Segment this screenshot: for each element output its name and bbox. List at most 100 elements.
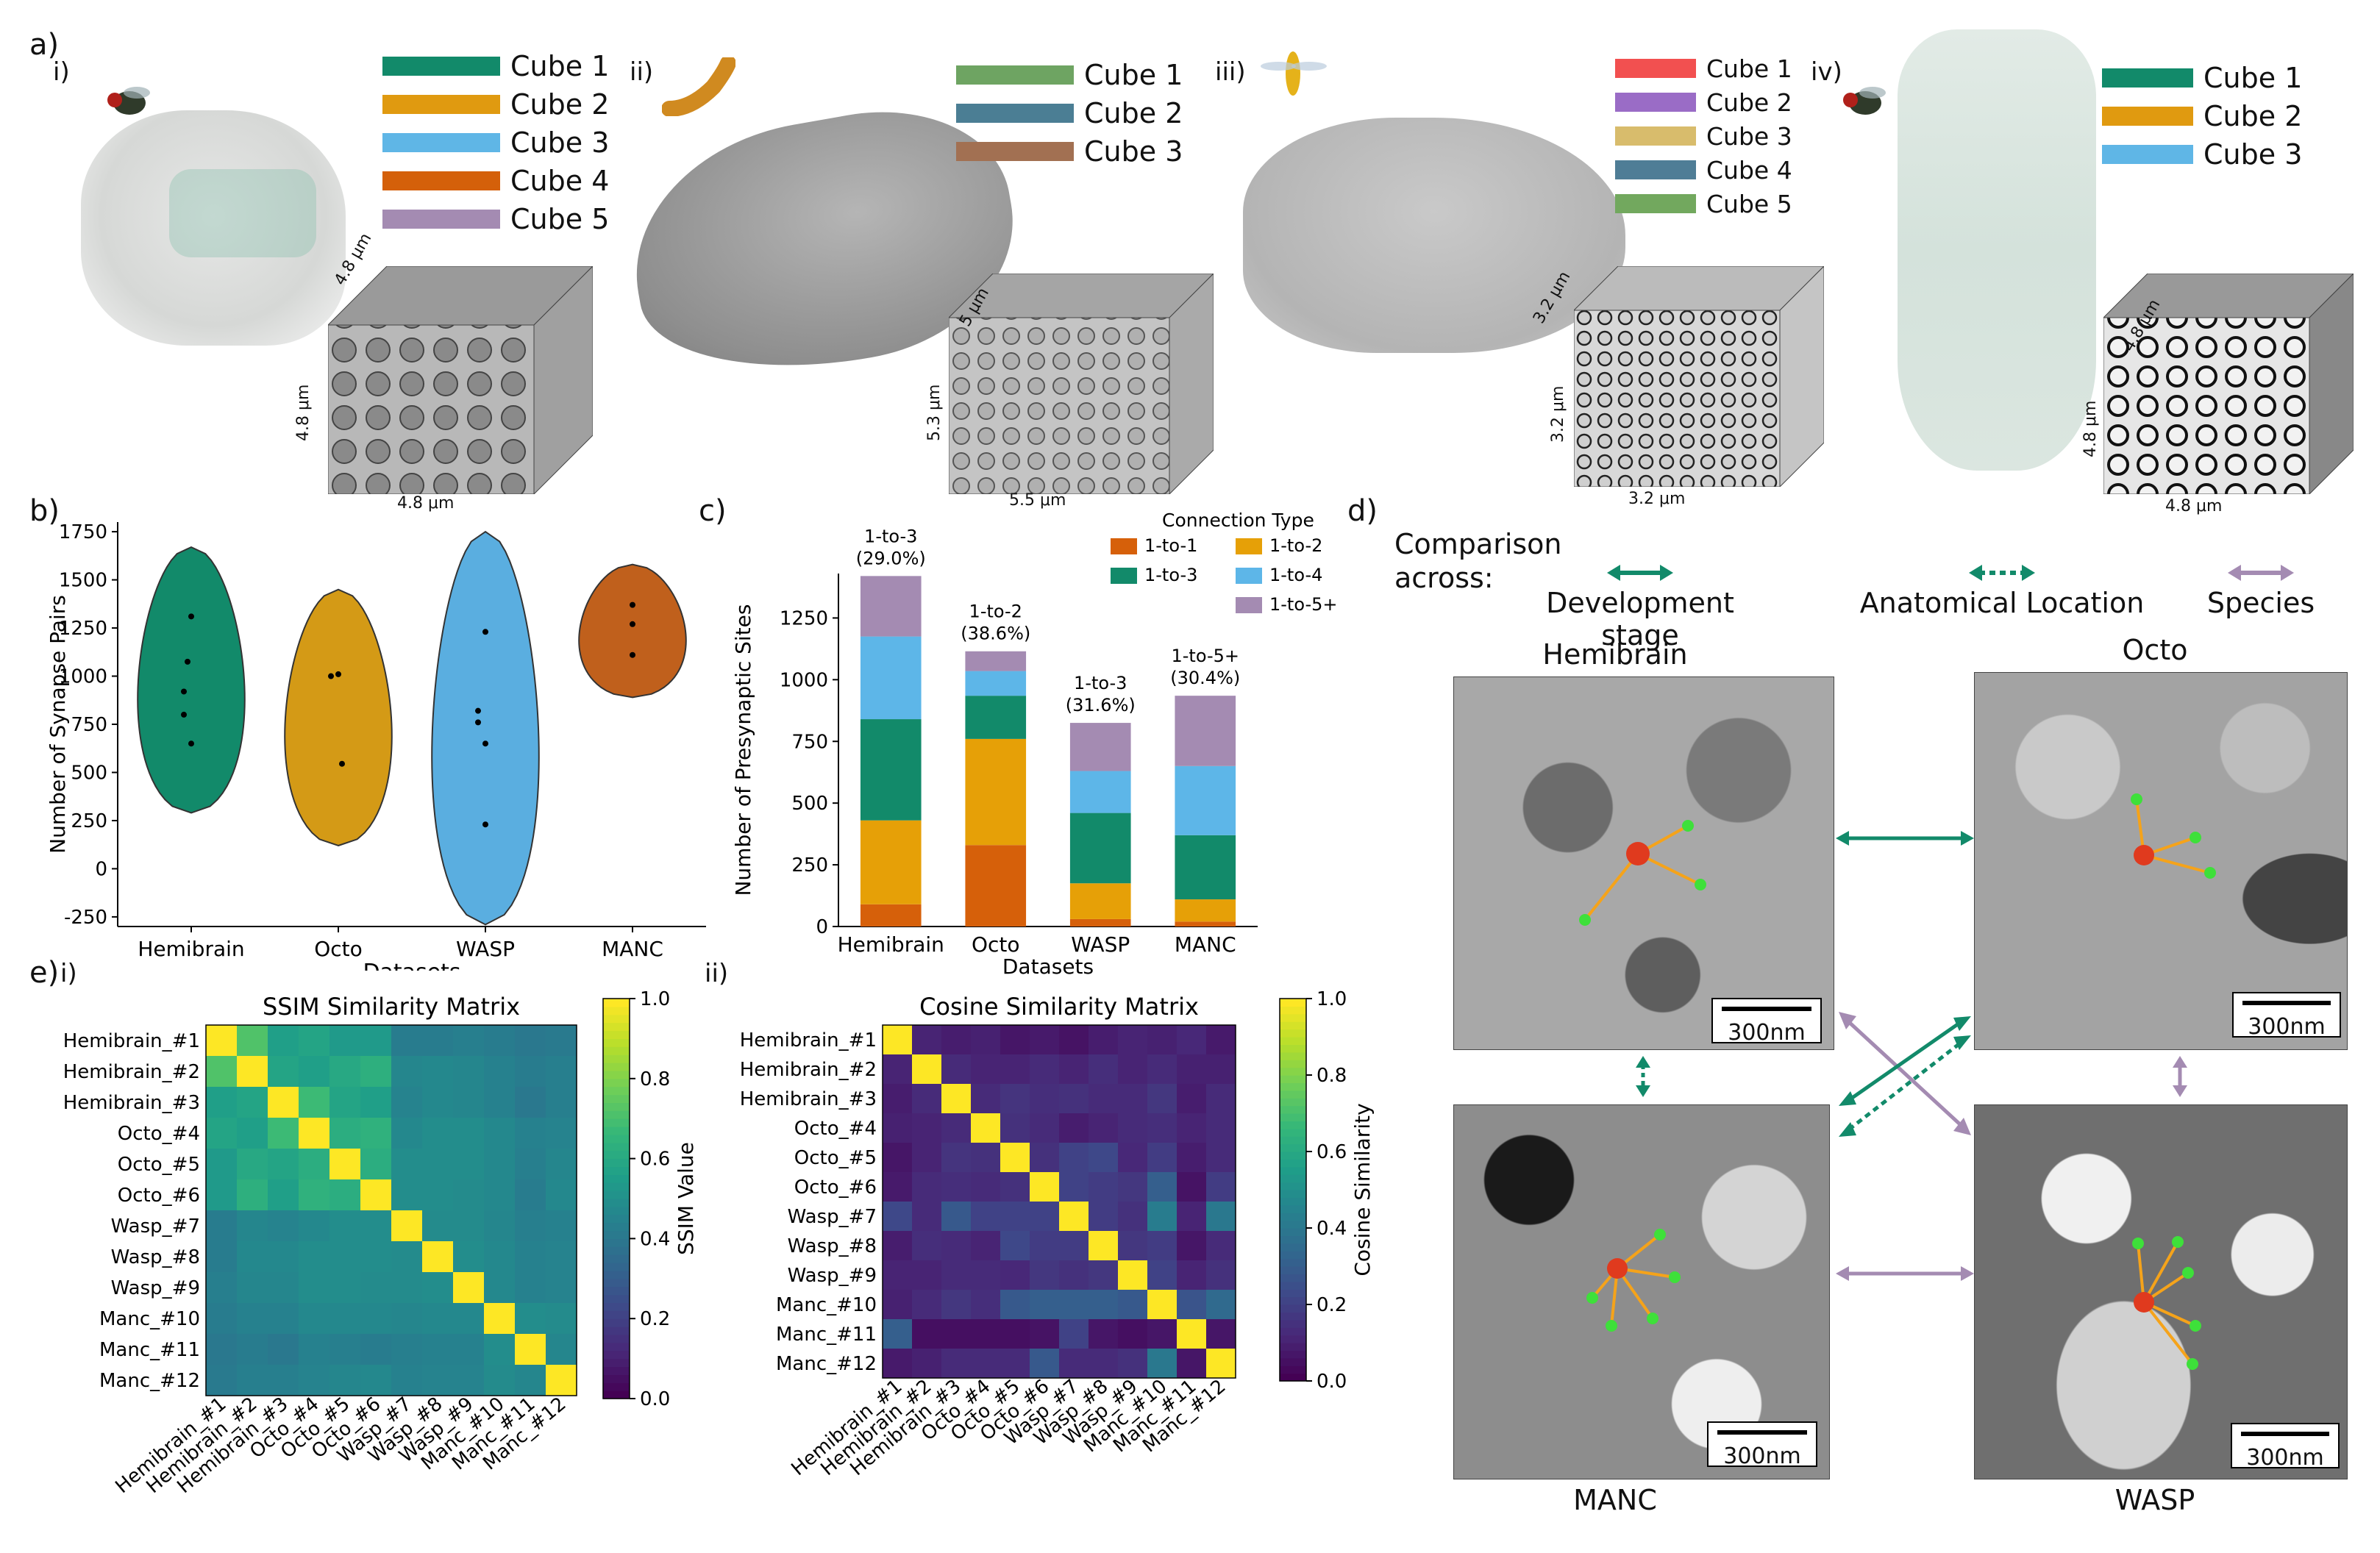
colorbar-segment (1280, 1060, 1306, 1068)
x-tick-label: Hemibrain (138, 937, 244, 961)
heatmap-cell (1118, 1172, 1147, 1202)
cube-4-swatch (1615, 160, 1696, 179)
heatmap-row-label: Hemibrain_#2 (740, 1059, 877, 1081)
heatmap-cell (299, 1210, 329, 1241)
heatmap-cell (1059, 1084, 1089, 1113)
heatmap-cell (206, 1179, 237, 1210)
heatmap-cell (422, 1303, 453, 1334)
heatmap-cell (1089, 1260, 1118, 1290)
heatmap-cell (912, 1319, 941, 1349)
data-point (188, 740, 194, 747)
heatmap-cell (912, 1084, 941, 1113)
heatmap-cell (546, 1334, 577, 1365)
heatmap-cell (391, 1149, 422, 1179)
heatmap-cell (329, 1241, 360, 1272)
heatmap-cell (1059, 1054, 1089, 1084)
heatmap-cell (299, 1118, 329, 1149)
heatmap-cell (1000, 1231, 1030, 1260)
heatmap-cell (883, 1349, 912, 1378)
colorbar-segment (603, 1166, 630, 1175)
comparison-arrows (1836, 831, 1974, 1281)
heatmap-cell (237, 1179, 268, 1210)
heatmap-row-label: Wasp_#7 (111, 1215, 200, 1238)
heatmap-cell (971, 1113, 1000, 1143)
comparison-label: Comparison across: (1394, 528, 1562, 594)
colorbar-segment (1280, 1327, 1306, 1336)
heatmap-cell (1118, 1231, 1147, 1260)
heatmap-cell (422, 1334, 453, 1365)
heatmap-cell (453, 1210, 484, 1241)
cube-5-swatch (1615, 194, 1696, 213)
heatmap-cell (515, 1149, 546, 1179)
colorbar-segment (603, 1078, 630, 1088)
data-point (185, 658, 190, 665)
cube-1-swatch (1615, 59, 1696, 78)
heatmap-cell (237, 1272, 268, 1303)
colorbar-segment (603, 1222, 630, 1232)
violin-body (137, 546, 246, 814)
heatmap-cell (1147, 1172, 1177, 1202)
heatmap-cell (1000, 1084, 1030, 1113)
legend-a-iii: Cube 1 Cube 2 Cube 3 Cube 4 Cube 5 (1615, 51, 1792, 221)
scale-bar: 300nm (1707, 1421, 1817, 1469)
heatmap-cell (1118, 1143, 1147, 1172)
colorbar-segment (1280, 1213, 1306, 1221)
colorbar-segment (603, 1270, 630, 1279)
heatmap-cell (1118, 1290, 1147, 1319)
heatmap-cell (484, 1241, 515, 1272)
heatmap-cell (1000, 1202, 1030, 1231)
bar-segment (965, 651, 1027, 671)
heatmap-cell (453, 1303, 484, 1334)
axis-anatomical: Anatomical Location (1855, 562, 2149, 619)
heatmap-cell (237, 1149, 268, 1179)
colorbar-segment (603, 1142, 630, 1152)
heatmap-cell (1030, 1260, 1059, 1290)
colorbar-segment (1280, 1113, 1306, 1121)
x-axis-label: Datasets (1002, 954, 1094, 978)
heatmap-cell (360, 1365, 391, 1396)
heatmap-cell (484, 1087, 515, 1118)
heatmap-cell (329, 1365, 360, 1396)
x-tick-label: Octo (314, 937, 363, 961)
heatmap-cell (1059, 1172, 1089, 1202)
heatmap-row-label: Manc_#10 (99, 1308, 200, 1330)
colorbar-tick-label: 0.4 (1317, 1218, 1347, 1240)
heatmap-cell (237, 1118, 268, 1149)
heatmap-row-label: Manc_#10 (776, 1294, 877, 1316)
double-arrow-icon (1836, 831, 1974, 846)
colorbar-segment (603, 1158, 630, 1168)
colorbar-segment (1280, 1152, 1306, 1160)
colorbar-segment (1280, 1013, 1306, 1022)
colorbar-tick-label: 1.0 (1317, 988, 1347, 1010)
legend-swatch (1236, 568, 1262, 584)
heatmap-cell (883, 1172, 912, 1202)
heatmap-cell (883, 1290, 912, 1319)
colorbar-frame (602, 998, 630, 1399)
x-tick-label: MANC (602, 937, 663, 961)
heatmap-cell (484, 1056, 515, 1087)
heatmap-cell (391, 1210, 422, 1241)
brain-render-wasp (1243, 118, 1625, 353)
colorbar-segment (1280, 1166, 1306, 1175)
bar-segment (965, 696, 1027, 739)
colorbar-segment (603, 1022, 630, 1032)
colorbar-segment (603, 1310, 630, 1319)
heatmap-row-label: Hemibrain_#1 (63, 1030, 200, 1052)
heatmap-cell (237, 1241, 268, 1272)
heatmap-cell (883, 1084, 912, 1113)
heatmap-cell (299, 1365, 329, 1396)
colorbar-segment (1280, 1357, 1306, 1366)
heatmap-cell (1206, 1231, 1236, 1260)
heatmap-cell (453, 1056, 484, 1087)
brain-render-manc (1898, 29, 2096, 471)
colorbar-segment (1280, 1044, 1306, 1053)
heatmap-cell (1118, 1349, 1147, 1378)
heatmap-cell (299, 1056, 329, 1087)
heatmap-cell (206, 1087, 237, 1118)
colorbar-segment (1280, 1098, 1306, 1107)
heatmap-cell (1089, 1172, 1118, 1202)
heatmap-cell (1089, 1349, 1118, 1378)
heatmap-row-label: Octo_#5 (794, 1147, 877, 1169)
heatmap-cell (1177, 1113, 1206, 1143)
colorbar-tick-label: 0.2 (640, 1308, 670, 1330)
